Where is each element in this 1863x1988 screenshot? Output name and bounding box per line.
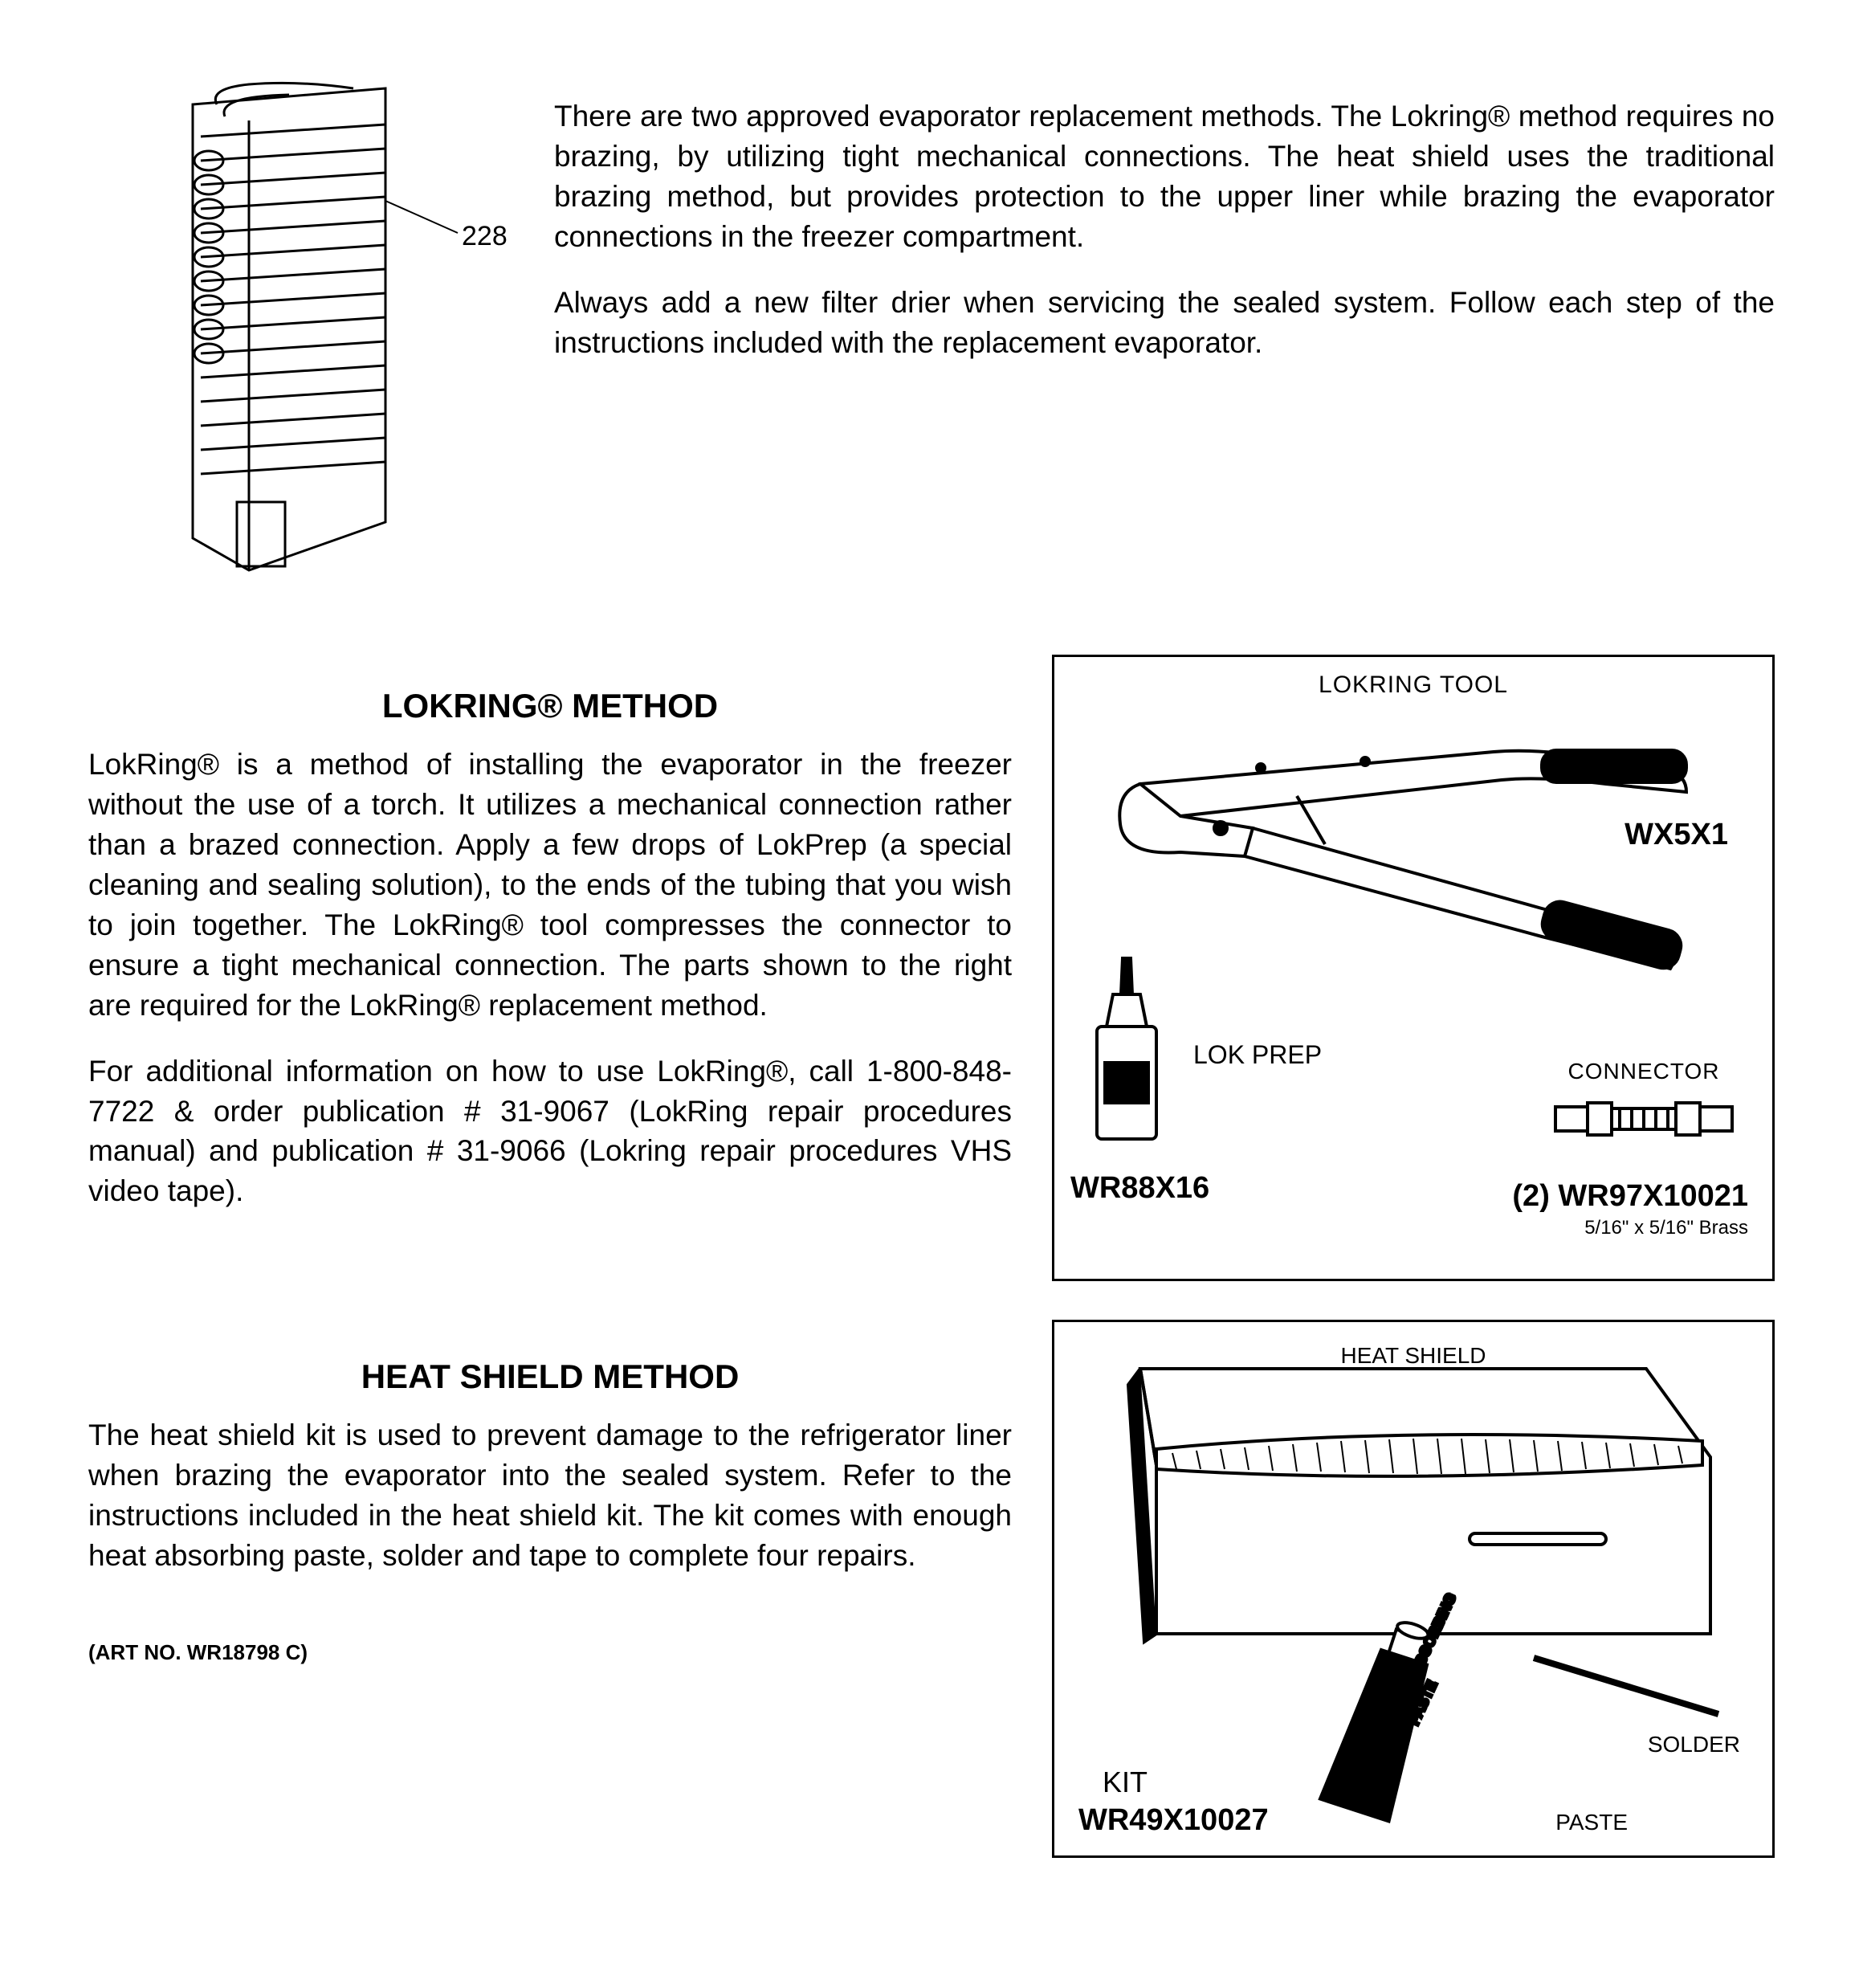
connector-label: CONNECTOR bbox=[1547, 1059, 1740, 1084]
heatshield-paragraph-1: The heat shield kit is used to prevent d… bbox=[88, 1415, 1012, 1576]
kit-label: KIT bbox=[1103, 1766, 1148, 1799]
lokring-tool-label: LOKRING TOOL bbox=[1072, 672, 1755, 699]
evaporator-icon bbox=[88, 56, 506, 602]
lower-section: LOKRING® METHOD LokRing® is a method of … bbox=[88, 655, 1775, 1858]
lokring-paragraph-2: For additional information on how to use… bbox=[88, 1051, 1012, 1212]
lokring-paragraph-1: LokRing® is a method of installing the e… bbox=[88, 745, 1012, 1026]
heatshield-title: HEAT SHIELD METHOD bbox=[88, 1357, 1012, 1396]
connector-size: 5/16" x 5/16" Brass bbox=[1512, 1217, 1748, 1239]
lokring-tool-part: WX5X1 bbox=[1625, 818, 1728, 852]
lokprep-label: LOK PREP bbox=[1193, 1040, 1322, 1070]
intro-paragraph-2: Always add a new filter drier when servi… bbox=[554, 283, 1775, 363]
solder-label: SOLDER bbox=[1648, 1732, 1740, 1757]
evaporator-callout-number: 228 bbox=[462, 221, 508, 252]
connector-part: (2) WR97X10021 bbox=[1512, 1179, 1748, 1214]
paste-label: PASTE bbox=[1555, 1810, 1628, 1835]
evaporator-figure: 228 bbox=[88, 56, 506, 606]
kit-part: WR49X10027 bbox=[1078, 1803, 1269, 1838]
lokprep-bottle-icon bbox=[1074, 954, 1179, 1155]
intro-text: There are two approved evaporator replac… bbox=[554, 56, 1775, 606]
heatshield-kit-icon: HEAT ABSORBING PASTE bbox=[1072, 1337, 1755, 1843]
lokring-title: LOKRING® METHOD bbox=[88, 687, 1012, 725]
lokring-parts-box: LOKRING TOOL bbox=[1052, 655, 1775, 1281]
text-column: LOKRING® METHOD LokRing® is a method of … bbox=[88, 655, 1012, 1858]
intro-paragraph-1: There are two approved evaporator replac… bbox=[554, 96, 1775, 257]
heatshield-parts-box: HEAT ABSORBING PASTE HEAT SHIELD SOLDER … bbox=[1052, 1320, 1775, 1858]
figure-column: LOKRING TOOL bbox=[1052, 655, 1775, 1858]
art-number: (ART NO. WR18798 C) bbox=[88, 1640, 1012, 1665]
top-section: 228 There are two approved evaporator re… bbox=[88, 56, 1775, 606]
heatshield-label: HEAT SHIELD bbox=[1054, 1343, 1772, 1369]
lokprep-part: WR88X16 bbox=[1070, 1171, 1209, 1206]
connector-icon bbox=[1547, 1091, 1740, 1147]
